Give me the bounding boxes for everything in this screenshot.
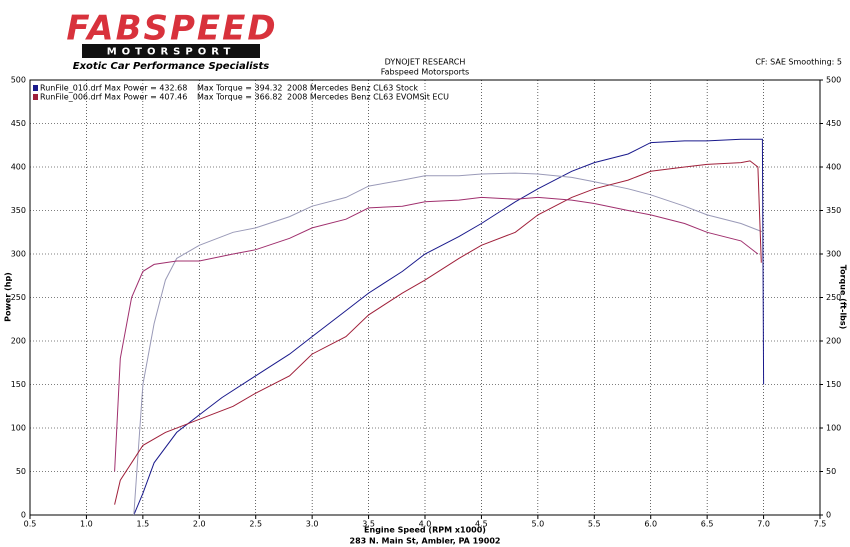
legend-text: 2008 Mercedes Benz CL63 Stock bbox=[287, 84, 418, 93]
x-tick-label: 6.0 bbox=[644, 520, 657, 529]
y-tick-label: 200 bbox=[11, 337, 26, 346]
x-tick-label: 2.5 bbox=[249, 520, 262, 529]
y-tick-label: 500 bbox=[11, 76, 26, 85]
series-line bbox=[133, 138, 765, 516]
y2-tick-label: 400 bbox=[826, 163, 841, 172]
x-tick-label: 1.0 bbox=[80, 520, 93, 529]
y2-tick-label: 300 bbox=[826, 250, 841, 259]
legend-text: RunFile_006.drf Max Power = 407.46 bbox=[40, 93, 187, 102]
y-tick-label: 150 bbox=[11, 380, 26, 389]
x-tick-label: 7.0 bbox=[757, 520, 770, 529]
y-tick-label: 50 bbox=[16, 467, 26, 476]
y-tick-label: 100 bbox=[11, 424, 26, 433]
y2-tick-label: 450 bbox=[826, 119, 841, 128]
y2-tick-label: 150 bbox=[826, 380, 841, 389]
y2-tick-label: 50 bbox=[826, 467, 836, 476]
logo-sub: MOTORSPORT bbox=[107, 47, 236, 58]
x-tick-label: 0.5 bbox=[24, 520, 37, 529]
chart-title: DYNOJET RESEARCH bbox=[385, 58, 466, 67]
legend-text: RunFile_010.drf Max Power = 432.68 bbox=[40, 84, 187, 93]
x-tick-label: 6.5 bbox=[701, 520, 714, 529]
logo-bar bbox=[82, 44, 260, 58]
legend-swatch bbox=[33, 85, 38, 91]
x-tick-label: 7.5 bbox=[814, 520, 827, 529]
x-tick-label: 2.0 bbox=[193, 520, 206, 529]
y-tick-label: 400 bbox=[11, 163, 26, 172]
y-tick-label: 0 bbox=[21, 511, 26, 520]
y-tick-label: 450 bbox=[11, 119, 26, 128]
x-tick-label: 3.5 bbox=[362, 520, 375, 529]
x-axis-label: Engine Speed (RPM x1000) bbox=[364, 526, 486, 535]
y2-tick-label: 100 bbox=[826, 424, 841, 433]
x-tick-label: 4.5 bbox=[475, 520, 488, 529]
y-tick-label: 250 bbox=[11, 293, 26, 302]
logo: FABSPEED bbox=[66, 9, 277, 49]
legend-text: Max Torque = 394.32 bbox=[197, 84, 283, 93]
chart-subtitle: Fabspeed Motorsports bbox=[381, 68, 469, 77]
series-line bbox=[114, 160, 762, 505]
legend-swatch bbox=[33, 94, 38, 100]
y-tick-label: 300 bbox=[11, 250, 26, 259]
tagline: Exotic Car Performance Specialists bbox=[73, 61, 270, 72]
legend-text: 2008 Mercedes Benz CL63 EVOMSit ECU bbox=[287, 93, 449, 102]
x-tick-label: 4.0 bbox=[419, 520, 432, 529]
footer: 283 N. Main St, Ambler, PA 19002 bbox=[350, 537, 501, 546]
x-tick-label: 5.5 bbox=[588, 520, 601, 529]
y2-tick-label: 200 bbox=[826, 337, 841, 346]
y-tick-label: 350 bbox=[11, 206, 26, 215]
series-line bbox=[133, 172, 764, 516]
settings: CF: SAE Smoothing: 5 bbox=[755, 58, 842, 67]
y2-axis-label: Torque (ft-lbs) bbox=[839, 265, 848, 330]
y2-tick-label: 0 bbox=[826, 511, 831, 520]
x-tick-label: 3.0 bbox=[306, 520, 319, 529]
y-axis-label: Power (hp) bbox=[4, 272, 13, 322]
x-tick-label: 1.5 bbox=[136, 520, 149, 529]
y2-tick-label: 250 bbox=[826, 293, 841, 302]
y2-tick-label: 350 bbox=[826, 206, 841, 215]
legend-text: Max Torque = 366.82 bbox=[197, 93, 283, 102]
series-line bbox=[114, 196, 759, 472]
y2-tick-label: 500 bbox=[826, 76, 841, 85]
x-tick-label: 5.0 bbox=[531, 520, 544, 529]
